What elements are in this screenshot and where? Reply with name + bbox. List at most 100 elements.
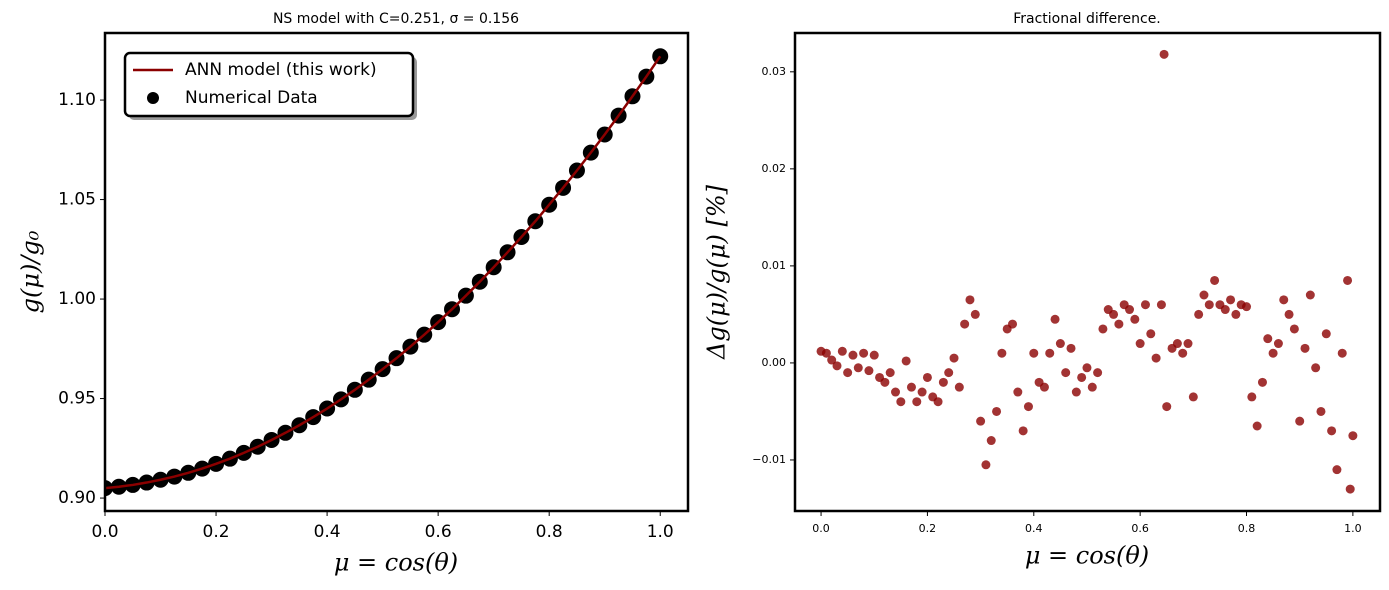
- data-point: [1327, 426, 1337, 436]
- data-point: [1257, 377, 1267, 387]
- y-tick-label: 1.00: [58, 289, 96, 309]
- data-point: [1199, 290, 1209, 300]
- data-point: [1172, 339, 1182, 349]
- data-point: [1082, 363, 1092, 373]
- y-tick-label: 0.02: [762, 162, 787, 175]
- x-tick-label: 0.8: [1238, 522, 1256, 535]
- data-point: [965, 295, 975, 305]
- data-point: [1220, 305, 1230, 315]
- data-point: [1210, 275, 1220, 285]
- legend: [123, 51, 415, 118]
- x-axis-label: μ = cos(θ): [334, 549, 458, 577]
- data-point: [981, 460, 991, 470]
- data-point: [869, 350, 879, 360]
- data-point: [1316, 406, 1326, 416]
- x-tick-label: 0.0: [812, 522, 830, 535]
- data-point: [1013, 387, 1023, 397]
- data-point: [1300, 343, 1310, 353]
- y-tick-label: 0.03: [762, 65, 787, 78]
- data-point: [1332, 465, 1342, 475]
- y-tick-label: 0.90: [58, 488, 96, 508]
- data-point: [917, 387, 927, 397]
- data-point: [859, 348, 869, 358]
- data-point: [848, 350, 858, 360]
- data-point: [896, 397, 906, 407]
- x-tick-label: 0.2: [919, 522, 937, 535]
- chart-title: NS model with C=0.251, σ = 0.156: [273, 11, 519, 27]
- data-point: [1204, 300, 1214, 310]
- x-tick-label: 0.2: [203, 522, 230, 542]
- y-axis-label: Δg(μ)/g(μ) [%]: [703, 184, 731, 360]
- data-point: [1178, 348, 1188, 358]
- y-axis-label: g(μ)/g₀: [17, 230, 45, 313]
- data-point: [992, 406, 1002, 416]
- chart-title: Fractional difference.: [1013, 11, 1161, 27]
- data-point: [1162, 402, 1172, 412]
- data-point: [1109, 309, 1119, 319]
- plot-frame: [103, 31, 690, 513]
- data-point: [1077, 372, 1087, 382]
- data-point: [1146, 329, 1156, 339]
- data-point: [1252, 421, 1262, 431]
- x-tick-label: 0.6: [425, 522, 452, 542]
- data-point: [1125, 305, 1135, 315]
- x-tick-label: 0.4: [1025, 522, 1043, 535]
- x-tick-label: 1.0: [647, 522, 674, 542]
- data-point: [1140, 300, 1150, 310]
- data-point: [1135, 339, 1145, 349]
- data-point: [832, 361, 842, 371]
- data-point: [1311, 363, 1321, 373]
- data-point: [843, 368, 853, 378]
- data-line: [105, 55, 662, 490]
- data-point: [1321, 329, 1331, 339]
- data-point: [1071, 387, 1081, 397]
- data-point: [1008, 319, 1018, 329]
- plot-area: [816, 49, 1358, 494]
- data-point: [837, 346, 847, 356]
- data-point: [1345, 484, 1355, 494]
- data-point: [1130, 314, 1140, 324]
- data-point: [954, 382, 964, 392]
- data-point: [1242, 302, 1252, 312]
- data-point: [1183, 339, 1193, 349]
- x-axis-label: μ = cos(θ): [1025, 542, 1149, 570]
- x-tick-label: 0.0: [91, 522, 118, 542]
- data-point: [1055, 339, 1065, 349]
- data-point: [1061, 368, 1071, 378]
- data-point: [885, 368, 895, 378]
- data-point: [933, 397, 943, 407]
- data-point: [970, 309, 980, 319]
- y-tick-label: 1.05: [58, 190, 96, 210]
- data-point: [938, 377, 948, 387]
- y-tick-label: 0.95: [58, 389, 96, 409]
- data-point: [922, 372, 932, 382]
- data-point: [1337, 348, 1347, 358]
- data-point: [864, 366, 874, 376]
- plot-frame: [793, 31, 1382, 513]
- data-point: [853, 363, 863, 373]
- data-point: [1305, 290, 1315, 300]
- y-tick-label: 0.01: [762, 259, 787, 272]
- x-tick-label: 0.6: [1131, 522, 1149, 535]
- y-tick-label: −0.01: [752, 453, 786, 466]
- data-point: [1159, 49, 1169, 59]
- data-point: [1247, 392, 1257, 402]
- data-point: [1194, 309, 1204, 319]
- x-tick-label: 0.8: [536, 522, 563, 542]
- data-point: [1273, 339, 1283, 349]
- data-point: [1226, 295, 1236, 305]
- legend-label: ANN model (this work): [185, 60, 377, 80]
- y-tick-label: 1.10: [58, 90, 96, 110]
- data-point: [1093, 368, 1103, 378]
- data-point: [1018, 426, 1028, 436]
- data-point: [1263, 334, 1273, 344]
- data-point: [986, 436, 996, 446]
- data-point: [1045, 348, 1055, 358]
- data-point: [821, 348, 831, 358]
- data-point: [906, 382, 916, 392]
- data-point: [944, 368, 954, 378]
- data-point: [1156, 300, 1166, 310]
- data-point: [1295, 416, 1305, 426]
- data-point: [1029, 348, 1039, 358]
